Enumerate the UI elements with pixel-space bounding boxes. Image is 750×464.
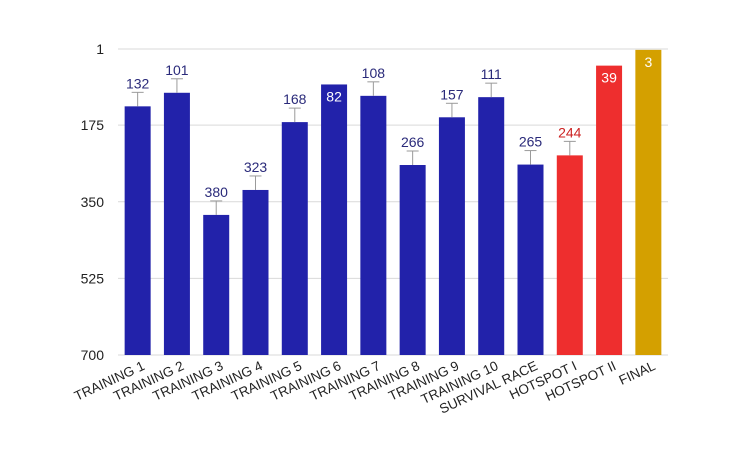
data-label: 323 [244, 159, 268, 175]
bar [399, 165, 426, 355]
bar [281, 122, 308, 355]
data-label: 82 [326, 88, 342, 104]
y-axis-ticks: 1 175 350 525 700 [81, 41, 105, 363]
x-category-label: FINAL [617, 358, 658, 388]
data-label: 157 [440, 86, 464, 102]
data-label: 265 [519, 134, 543, 150]
data-labels: 132 101 380 323 168 82 108 266 157 111 265 244 39 3 [126, 54, 652, 200]
bar [163, 92, 190, 355]
data-label: 168 [283, 91, 307, 107]
y-tick-label: 175 [81, 117, 105, 133]
data-label: 111 [481, 66, 502, 82]
y-tick-label: 700 [81, 347, 105, 363]
bar [438, 117, 465, 356]
y-tick-label: 350 [81, 194, 105, 210]
data-label: 108 [362, 65, 386, 81]
y-tick-label: 1 [96, 41, 104, 57]
bars [124, 49, 662, 356]
bar [596, 65, 623, 355]
bar [556, 155, 583, 355]
y-tick-label: 525 [81, 270, 105, 286]
data-label: 101 [165, 62, 189, 78]
bar [124, 106, 151, 355]
error-bars [131, 78, 576, 215]
data-label: 380 [205, 184, 229, 200]
bar [635, 49, 662, 355]
data-label: 3 [644, 54, 652, 70]
bar [203, 214, 230, 355]
data-label: 132 [126, 75, 150, 91]
bar [242, 189, 269, 355]
data-label: 244 [558, 124, 582, 140]
gridlines [118, 48, 668, 356]
bar [360, 95, 387, 356]
bar [517, 164, 544, 355]
bar [478, 97, 505, 355]
data-label: 266 [401, 134, 425, 150]
data-label: 39 [601, 70, 617, 86]
bar [321, 84, 348, 355]
